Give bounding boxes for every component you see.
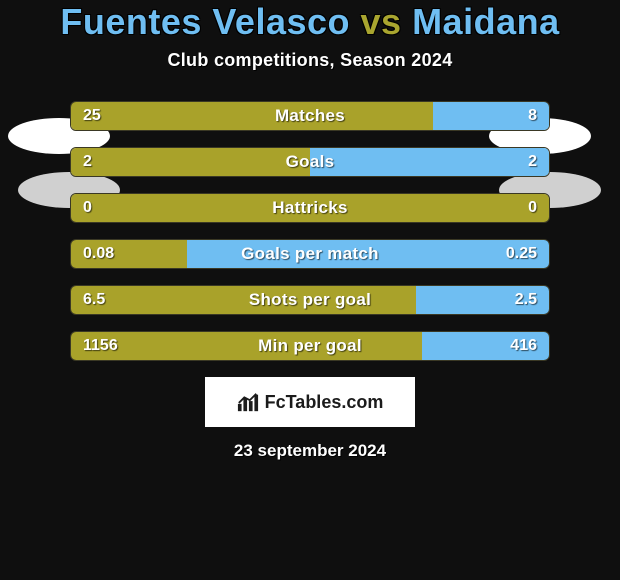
stat-bar-left	[71, 102, 433, 130]
stat-bar: Goals22	[70, 147, 550, 177]
stat-bar-right	[310, 148, 549, 176]
title-vs: vs	[350, 1, 412, 42]
stat-bar: Matches258	[70, 101, 550, 131]
brand-text: FcTables.com	[265, 392, 384, 413]
brand-badge: FcTables.com	[205, 377, 415, 427]
stat-bar-left	[71, 148, 310, 176]
stat-bar-left	[71, 194, 549, 222]
title-player1: Fuentes Velasco	[60, 1, 350, 42]
stat-bar: Hattricks00	[70, 193, 550, 223]
stat-bar-left	[71, 240, 187, 268]
comparison-card: Fuentes Velasco vs Maidana Club competit…	[0, 0, 620, 580]
stat-bar-left	[71, 332, 422, 360]
stat-bar-right	[187, 240, 549, 268]
footer-date: 23 september 2024	[0, 441, 620, 461]
brand-chart-icon	[237, 391, 259, 413]
subtitle: Club competitions, Season 2024	[0, 50, 620, 71]
bars-container: Matches258 Goals22 Hattricks00 Goals per ma…	[70, 101, 550, 361]
stat-bar-right	[433, 102, 549, 130]
stat-bar-left	[71, 286, 416, 314]
stat-bar: Min per goal1156416	[70, 331, 550, 361]
stat-bar: Shots per goal6.52.5	[70, 285, 550, 315]
stat-bar-right	[422, 332, 549, 360]
stat-bar-right	[416, 286, 549, 314]
title-player2: Maidana	[412, 1, 560, 42]
stat-bar: Goals per match0.080.25	[70, 239, 550, 269]
title-row: Fuentes Velasco vs Maidana	[0, 4, 620, 40]
